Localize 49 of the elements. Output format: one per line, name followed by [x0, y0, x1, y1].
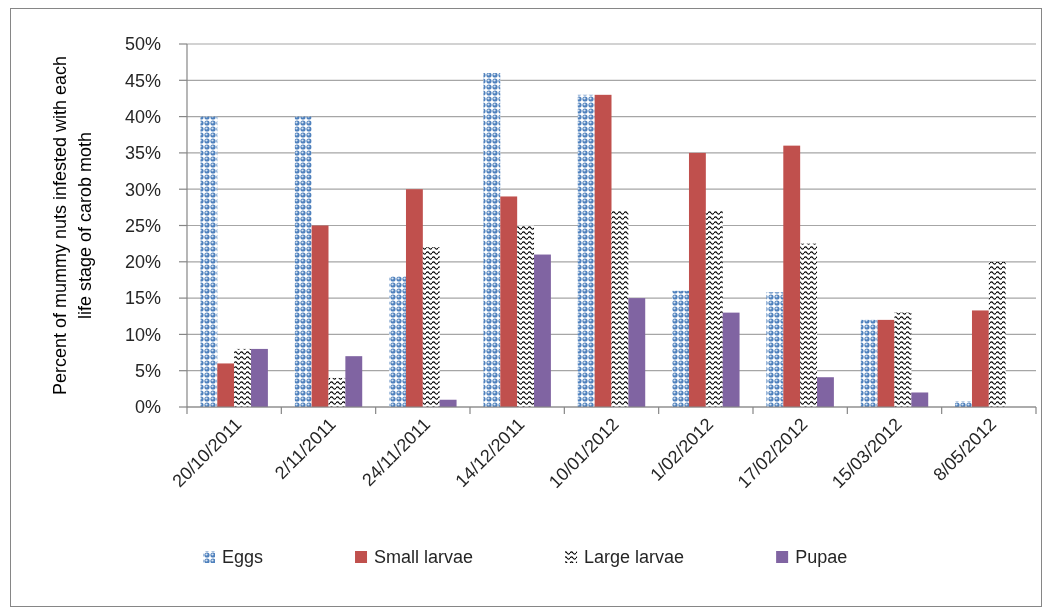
bar [722, 312, 740, 407]
y-tick-label: 45% [124, 70, 161, 91]
legend-label: Small larvae [374, 547, 474, 568]
bar [911, 392, 929, 407]
bar [672, 290, 689, 407]
y-tick-label: 50% [124, 34, 161, 55]
bar [405, 189, 423, 407]
bar [422, 247, 440, 407]
bar [594, 94, 612, 407]
bar [988, 261, 1006, 407]
y-tick-label: 35% [124, 143, 161, 164]
y-tick-label: 15% [124, 288, 161, 309]
bar [800, 243, 818, 407]
bar [628, 298, 646, 407]
bar [688, 152, 706, 407]
y-tick-label: 10% [124, 324, 161, 345]
bar [311, 225, 329, 407]
bar [577, 94, 595, 407]
bar [294, 116, 312, 407]
y-tick-label: 5% [134, 361, 161, 381]
bar [217, 363, 235, 407]
y-tick-label: 30% [124, 179, 161, 200]
bar [200, 116, 218, 407]
legend-label: Eggs [222, 547, 264, 568]
bar [345, 356, 363, 407]
bar [860, 319, 878, 407]
bar [611, 210, 629, 407]
bar [534, 254, 551, 407]
bar [483, 73, 501, 407]
bar [234, 348, 252, 407]
y-axis-title: Percent of mummy nuts infested with each life stage of carob moth [50, 55, 95, 396]
y-tick-label: 25% [124, 215, 161, 236]
bar [894, 312, 912, 407]
y-tick-label: 0% [134, 397, 161, 418]
bar [783, 145, 801, 407]
bar [971, 310, 989, 407]
bar [251, 348, 268, 407]
legend-label: Pupae [795, 547, 848, 568]
bar [517, 225, 535, 407]
bar [766, 292, 784, 407]
bar [389, 276, 406, 407]
bar [817, 377, 834, 407]
bar [705, 210, 723, 407]
bar [877, 319, 895, 407]
bar [500, 196, 518, 407]
bar [328, 377, 346, 407]
legend-label: Large larvae [584, 547, 685, 568]
y-tick-label: 40% [124, 106, 161, 127]
y-tick-label: 20% [124, 252, 161, 273]
